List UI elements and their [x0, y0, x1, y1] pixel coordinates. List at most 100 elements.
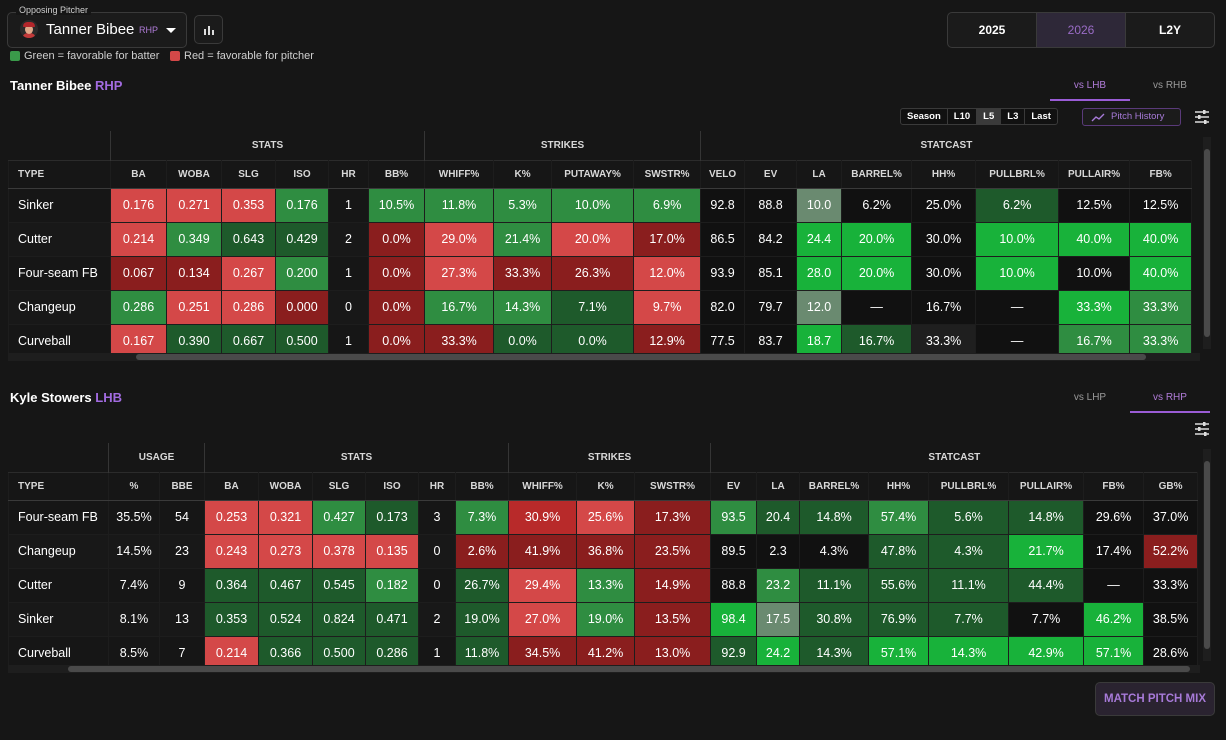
stat-cell: 28.0 — [796, 255, 843, 291]
stat-cell: 26.7% — [454, 567, 510, 603]
column-header-type[interactable]: TYPE — [8, 159, 111, 189]
chart-button[interactable] — [194, 15, 223, 44]
tab-vs-rhb[interactable]: vs RHB — [1153, 80, 1187, 91]
column-header-[interactable]: % — [108, 471, 160, 501]
pitcher-section-name: Tanner Bibee — [10, 78, 92, 93]
table-row[interactable]: Curveball 8.5% 7 0.214 0.366 0.500 0.286 1 11.8%… — [8, 635, 1199, 665]
stat-cell: 0.321 — [258, 499, 313, 535]
batter-table-container: USAGE STATS STRIKES STATCAST TYPE% BBE BA WOBA S… — [8, 443, 1200, 665]
batter-table-hscroll[interactable] — [8, 665, 1200, 673]
window-l3[interactable]: L3 — [1001, 109, 1026, 124]
stat-cell: 0 — [418, 567, 456, 603]
batter-section-title: Kyle Stowers LHB — [10, 390, 122, 405]
window-l10[interactable]: L10 — [948, 109, 978, 124]
table-row[interactable]: Four-seam FB 35.5% 54 0.253 0.321 0.427 0.173 3… — [8, 499, 1199, 535]
column-header-woba[interactable]: WOBA — [258, 471, 313, 501]
column-header-whiff[interactable]: WHIFF% — [508, 471, 578, 501]
column-header-bb[interactable]: BB% — [454, 471, 510, 501]
column-header-swstr[interactable]: SWSTR% — [633, 159, 702, 189]
stat-cell: 76.9% — [868, 601, 930, 637]
column-header-k[interactable]: K% — [576, 471, 636, 501]
column-header-iso[interactable]: ISO — [365, 471, 419, 501]
column-header-whiff[interactable]: WHIFF% — [424, 159, 495, 189]
column-header-ev[interactable]: EV — [710, 471, 758, 501]
tab-vs-rhp[interactable]: vs RHP — [1130, 391, 1210, 413]
settings-sliders-icon[interactable] — [1194, 109, 1210, 125]
stat-cell: 33.3% — [1143, 567, 1199, 603]
column-header-pullair[interactable]: PULLAIR% — [1008, 471, 1085, 501]
column-header-fb[interactable]: FB% — [1129, 159, 1193, 189]
group-header-strikes: STRIKES — [508, 443, 711, 472]
table-row[interactable]: Sinker 8.1% 13 0.353 0.524 0.824 0.471 2 19.0% 27… — [8, 601, 1199, 637]
table-row[interactable]: Sinker 0.176 0.271 0.353 0.176 1 10.5% 11.8% 5.3… — [8, 187, 1193, 223]
stat-cell: 16.7% — [911, 289, 977, 325]
chevron-down-icon[interactable] — [166, 28, 176, 33]
stat-cell: 14.5% — [108, 533, 160, 569]
table-row[interactable]: Four-seam FB 0.067 0.134 0.267 0.200 1 0.0% 27.… — [8, 255, 1193, 291]
column-header-putaway[interactable]: PUTAWAY% — [551, 159, 635, 189]
stat-cell: 33.3% — [1129, 289, 1193, 325]
column-header-hr[interactable]: HR — [328, 159, 369, 189]
column-header-ba[interactable]: BA — [204, 471, 259, 501]
batter-table-vscroll[interactable] — [1203, 449, 1211, 661]
table-row[interactable]: Cutter 0.214 0.349 0.643 0.429 2 0.0% 29.0% 21.4… — [8, 221, 1193, 257]
column-header-hh[interactable]: HH% — [911, 159, 977, 189]
stat-cell: 11.8% — [454, 635, 510, 665]
stat-cell: 33.3% — [911, 323, 977, 353]
stat-cell: 0.353 — [204, 601, 259, 637]
stat-cell: 0.349 — [166, 221, 222, 257]
column-header-slg[interactable]: SLG — [312, 471, 366, 501]
year-l2y[interactable]: L2Y — [1158, 23, 1181, 37]
stat-cell: 19.0% — [576, 601, 636, 637]
stat-cell: 20.4 — [756, 499, 801, 535]
table-row[interactable]: Cutter 7.4% 9 0.364 0.467 0.545 0.182 0 26.7% 29.… — [8, 567, 1199, 603]
column-header-slg[interactable]: SLG — [221, 159, 276, 189]
column-header-pullbrl[interactable]: PULLBRL% — [928, 471, 1010, 501]
pitcher-table-vscroll[interactable] — [1203, 137, 1211, 349]
column-header-woba[interactable]: WOBA — [166, 159, 222, 189]
column-header-velo[interactable]: VELO — [700, 159, 746, 189]
pitch-history-label: Pitch History — [1111, 111, 1165, 122]
column-header-hh[interactable]: HH% — [868, 471, 930, 501]
column-header-la[interactable]: LA — [756, 471, 801, 501]
stat-cell: 13.0% — [634, 635, 712, 665]
stat-cell: 13 — [159, 601, 205, 637]
column-header-iso[interactable]: ISO — [275, 159, 329, 189]
tab-vs-lhb[interactable]: vs LHB — [1050, 79, 1130, 101]
stat-cell: 37.0% — [1143, 499, 1199, 535]
stat-cell: 17.3% — [634, 499, 712, 535]
stat-cell: 9 — [159, 567, 205, 603]
window-l5[interactable]: L5 — [977, 109, 1002, 124]
column-header-barrel[interactable]: BARREL% — [841, 159, 913, 189]
table-row[interactable]: Changeup 0.286 0.251 0.286 0.000 0 0.0% 16.7% 14… — [8, 289, 1193, 325]
year-2025[interactable]: 2025 — [948, 13, 1037, 47]
column-header-hr[interactable]: HR — [418, 471, 456, 501]
column-header-ev[interactable]: EV — [744, 159, 798, 189]
year-2026[interactable]: 2026 — [1037, 13, 1126, 47]
stat-cell: — — [975, 289, 1060, 325]
stat-cell: 0.286 — [221, 289, 276, 325]
window-season[interactable]: Season — [901, 109, 948, 124]
table-row[interactable]: Changeup 14.5% 23 0.243 0.273 0.378 0.135 0 2.6%… — [8, 533, 1199, 569]
column-header-ba[interactable]: BA — [110, 159, 167, 189]
window-last[interactable]: Last — [1031, 111, 1051, 122]
pitcher-table-container: STATS STRIKES STATCAST TYPE BA WOBA SLG ISO HR BB… — [8, 131, 1200, 353]
column-header-barrel[interactable]: BARREL% — [799, 471, 870, 501]
table-row[interactable]: Curveball 0.167 0.390 0.667 0.500 1 0.0% 33.3% 0… — [8, 323, 1193, 353]
column-header-k[interactable]: K% — [493, 159, 553, 189]
column-header-bbe[interactable]: BBE — [159, 471, 205, 501]
column-header-pullbrl[interactable]: PULLBRL% — [975, 159, 1060, 189]
column-header-la[interactable]: LA — [796, 159, 843, 189]
stat-cell: 57.1% — [868, 635, 930, 665]
column-header-type[interactable]: TYPE — [8, 471, 109, 501]
pitch-history-button[interactable]: Pitch History — [1082, 108, 1181, 126]
column-header-gb[interactable]: GB% — [1143, 471, 1199, 501]
match-pitch-mix-button[interactable]: MATCH PITCH MIX — [1095, 682, 1215, 716]
column-header-bb[interactable]: BB% — [367, 159, 426, 189]
column-header-swstr[interactable]: SWSTR% — [634, 471, 712, 501]
settings-sliders-icon[interactable] — [1194, 421, 1210, 437]
pitcher-table-hscroll[interactable] — [8, 353, 1200, 361]
column-header-fb[interactable]: FB% — [1083, 471, 1145, 501]
tab-vs-lhp[interactable]: vs LHP — [1073, 392, 1107, 403]
column-header-pullair[interactable]: PULLAIR% — [1058, 159, 1131, 189]
